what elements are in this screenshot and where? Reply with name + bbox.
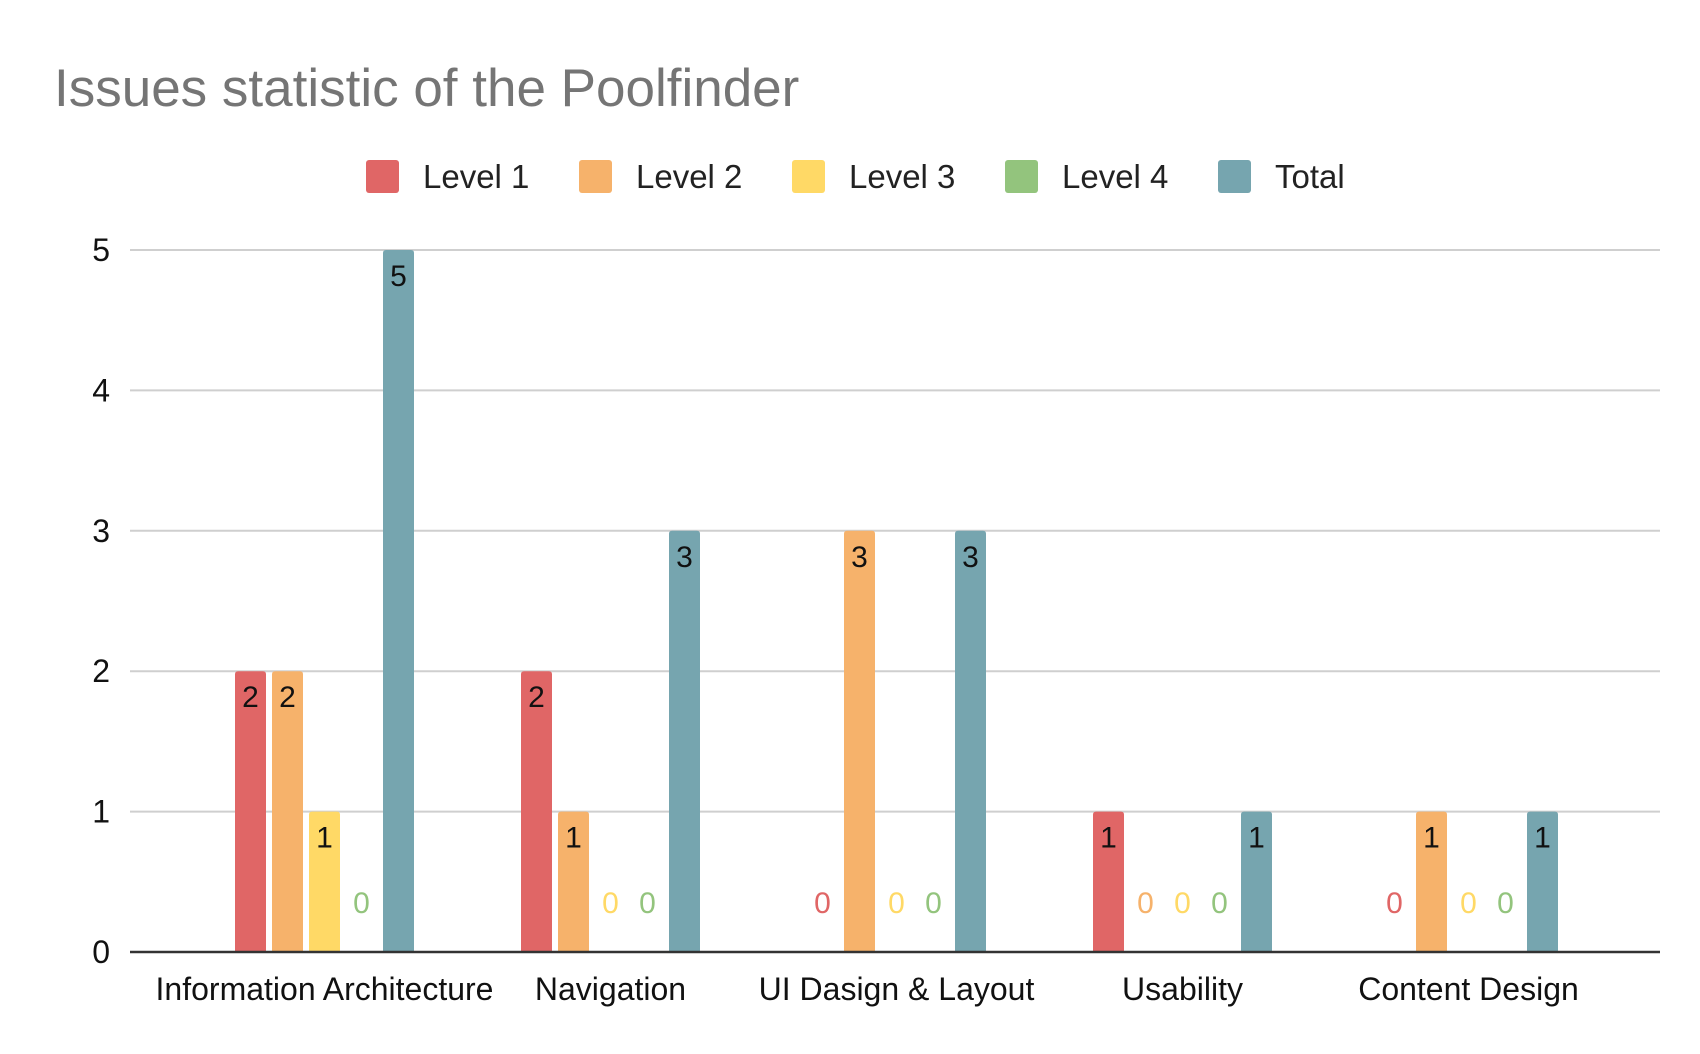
bar <box>844 530 875 952</box>
x-category-label: Content Design <box>1358 971 1579 1007</box>
bar <box>309 811 340 952</box>
legend-label: Level 2 <box>636 158 742 195</box>
bar <box>1241 811 1272 952</box>
data-label: 1 <box>565 822 582 855</box>
bars <box>130 250 1660 954</box>
x-category-label: UI Dasign & Layout <box>759 971 1035 1007</box>
legend-label: Level 4 <box>1062 158 1168 195</box>
x-category-label: Navigation <box>535 971 686 1007</box>
data-label: 0 <box>1137 887 1154 920</box>
data-label: 5 <box>390 260 407 293</box>
data-label: 1 <box>1534 822 1551 855</box>
data-label: 0 <box>1460 887 1477 920</box>
data-label: 0 <box>1174 887 1191 920</box>
data-label: 0 <box>639 887 656 920</box>
data-label: 0 <box>1386 887 1403 920</box>
data-label: 3 <box>676 541 693 574</box>
y-tick-label: 1 <box>92 794 110 830</box>
data-label: 1 <box>1423 822 1440 855</box>
y-tick-label: 3 <box>92 513 110 549</box>
data-label: 2 <box>528 681 545 714</box>
bar <box>235 671 266 952</box>
legend-label: Level 3 <box>849 158 955 195</box>
data-label: 3 <box>962 541 979 574</box>
bar <box>1093 811 1124 952</box>
bar <box>1416 811 1447 952</box>
legend-label: Level 1 <box>423 158 529 195</box>
y-tick-label: 0 <box>92 934 110 970</box>
data-label: 2 <box>279 681 296 714</box>
bar <box>669 530 700 952</box>
bar <box>558 811 589 952</box>
data-label: 0 <box>925 887 942 920</box>
data-label: 0 <box>1211 887 1228 920</box>
y-axis-ticks: 0 1 2 3 4 5 <box>92 232 110 970</box>
legend-swatch <box>366 160 399 193</box>
data-label: 0 <box>602 887 619 920</box>
data-label: 1 <box>1100 822 1117 855</box>
data-label: 0 <box>888 887 905 920</box>
legend-swatch <box>579 160 612 193</box>
x-axis-categories: Information Architecture Navigation UI Das… <box>156 971 1579 1007</box>
legend-swatch <box>792 160 825 193</box>
x-category-label: Usability <box>1122 971 1243 1007</box>
y-tick-label: 5 <box>92 232 110 268</box>
legend-swatch <box>1005 160 1038 193</box>
y-tick-label: 4 <box>92 372 110 408</box>
x-category-label: Information Architecture <box>156 971 494 1007</box>
bar <box>383 250 414 952</box>
legend: Level 1 Level 2 Level 3 Level 4 Total <box>366 158 1345 195</box>
bar <box>521 671 552 952</box>
data-label: 0 <box>353 887 370 920</box>
bar <box>1527 811 1558 952</box>
data-label: 1 <box>316 822 333 855</box>
data-label: 0 <box>814 887 831 920</box>
legend-label: Total <box>1275 158 1345 195</box>
legend-swatch <box>1218 160 1251 193</box>
chart-title: Issues statistic of the Poolfinder <box>54 59 799 118</box>
data-label: 3 <box>851 541 868 574</box>
gridlines <box>130 249 1660 813</box>
bar <box>272 671 303 952</box>
y-tick-label: 2 <box>92 653 110 689</box>
data-label: 0 <box>1497 887 1514 920</box>
bar <box>955 530 986 952</box>
data-label: 2 <box>242 681 259 714</box>
data-label: 1 <box>1248 822 1265 855</box>
